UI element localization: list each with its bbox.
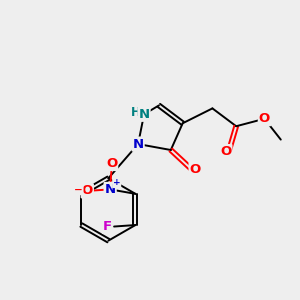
Text: O: O — [190, 163, 201, 176]
Text: N: N — [139, 108, 150, 121]
Text: O: O — [220, 145, 231, 158]
Text: N: N — [133, 138, 144, 151]
Text: H: H — [131, 106, 141, 119]
Text: N: N — [105, 183, 116, 196]
Text: O: O — [106, 157, 117, 170]
Text: O: O — [82, 184, 93, 197]
Text: −: − — [74, 184, 83, 194]
Text: O: O — [259, 112, 270, 125]
Text: F: F — [103, 220, 112, 233]
Text: +: + — [113, 178, 121, 187]
